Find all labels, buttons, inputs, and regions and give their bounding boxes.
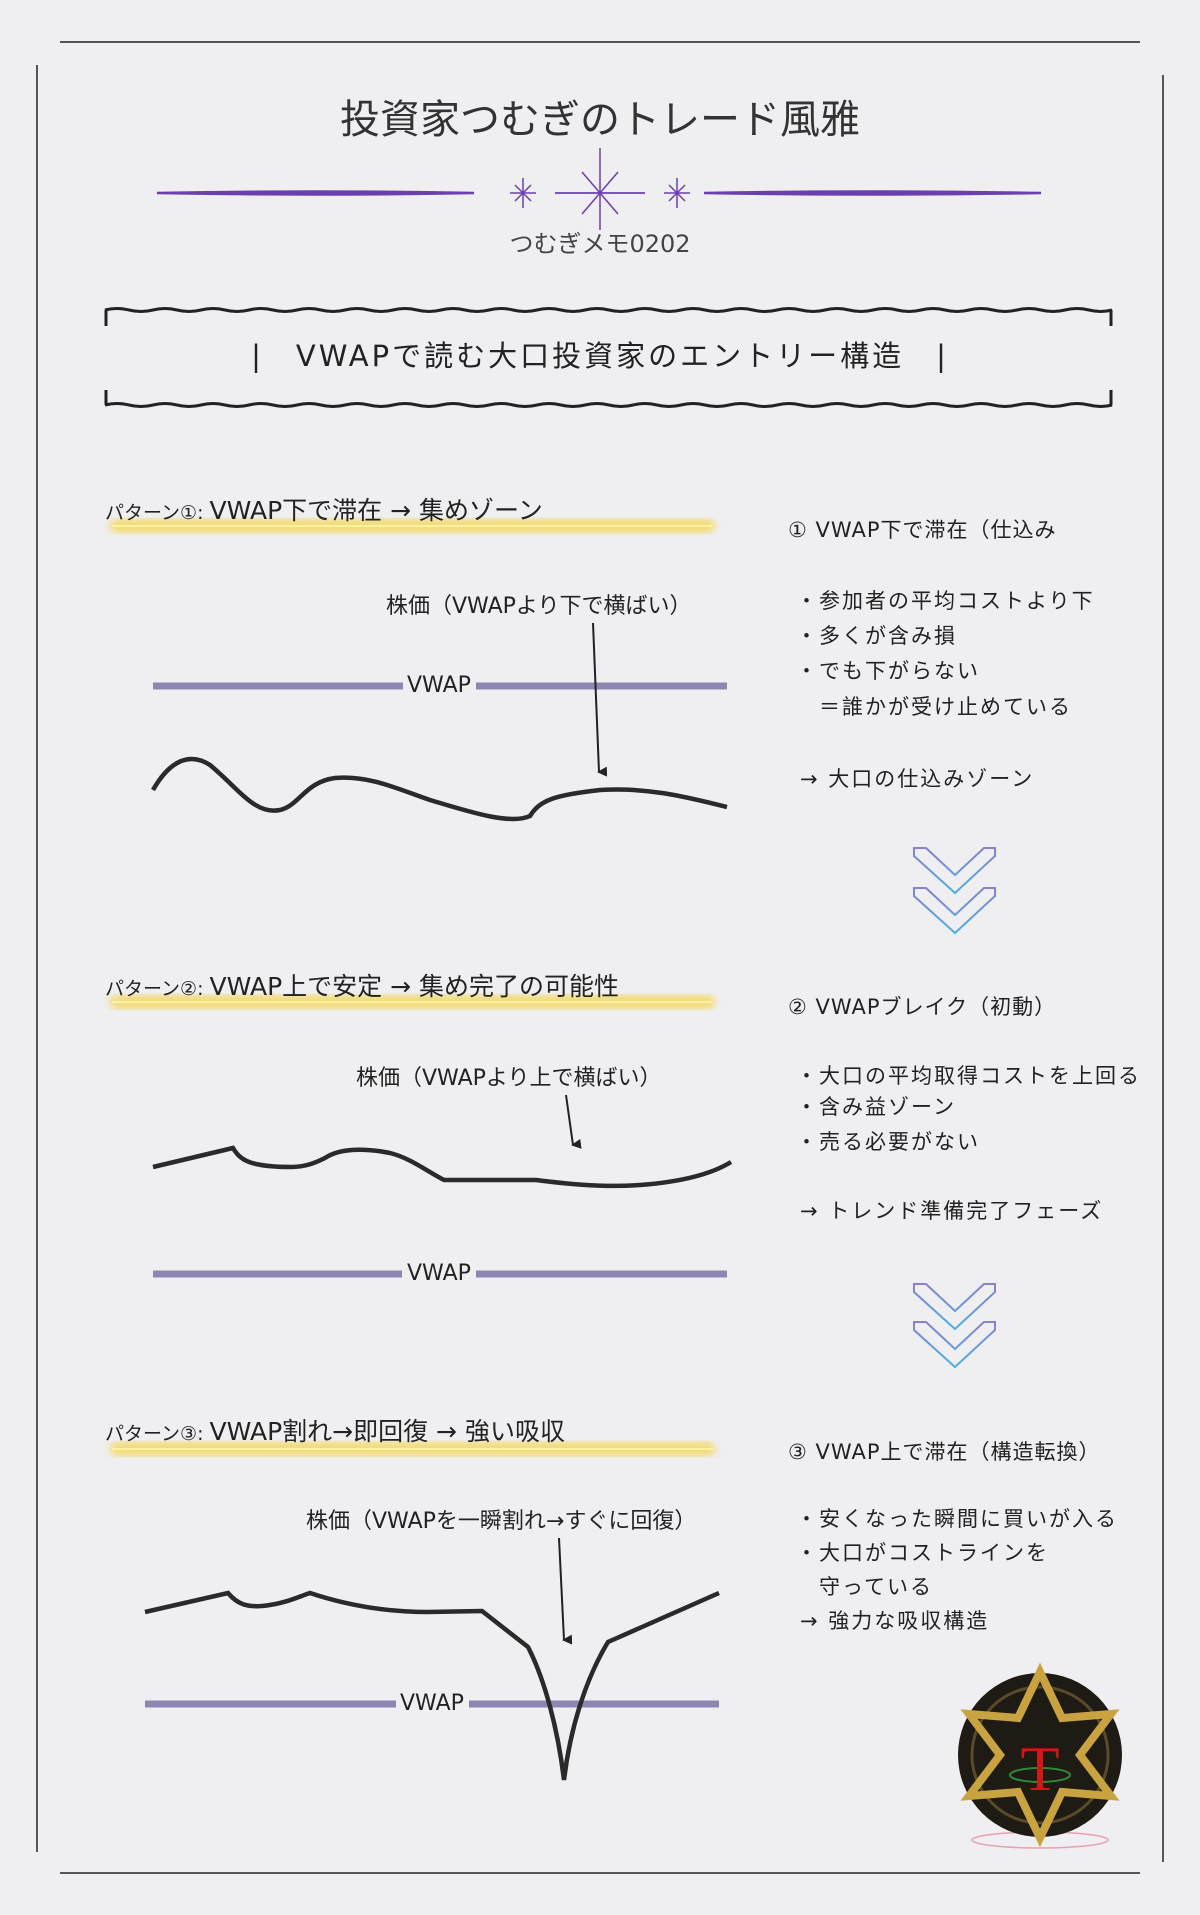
note-conclusion: → トレンド準備完了フェーズ bbox=[800, 1199, 1104, 1223]
title-highlights bbox=[110, 519, 715, 1456]
note-title: ① VWAP下で滞在（仕込み bbox=[788, 518, 1057, 542]
logo-emblem: T bbox=[958, 1662, 1122, 1849]
note-bullet: ・大口の平均取得コストを上回る bbox=[796, 1064, 1141, 1088]
section-heading: | VWAPで読む大口投資家のエントリー構造 | bbox=[251, 339, 949, 373]
note-title: ② VWAPブレイク（初動） bbox=[788, 995, 1057, 1019]
pattern-3-chart bbox=[144, 1537, 720, 1781]
price-label: 株価（VWAPを一瞬割れ→すぐに回復） bbox=[306, 1509, 697, 1534]
note-bullet: ・多くが含み損 bbox=[796, 624, 957, 648]
pattern-3-title: パターン③: VWAP割れ→即回復 → 強い吸収 bbox=[105, 1419, 565, 1444]
price-line bbox=[152, 1145, 733, 1189]
note-bullet: ・安くなった瞬間に買いが入る bbox=[796, 1507, 1118, 1531]
double-chevron-down-icon bbox=[913, 1283, 996, 1369]
page-title: 投資家つむぎのトレード風雅 bbox=[340, 97, 860, 143]
sparkle-divider-icon bbox=[156, 148, 1042, 230]
pattern-2-chart bbox=[152, 1094, 733, 1278]
pattern-prefix: パターン③: bbox=[105, 1423, 210, 1445]
arrow-down-icon bbox=[558, 1537, 573, 1645]
price-line bbox=[151, 756, 728, 822]
note-bullet: ・売る必要がない bbox=[796, 1130, 980, 1154]
pattern-title-text: VWAP下で滞在 → 集めゾーン bbox=[209, 496, 543, 525]
pattern-prefix: パターン①: bbox=[105, 502, 210, 524]
note-title: ③ VWAP上で滞在（構造転換） bbox=[788, 1440, 1101, 1464]
arrow-down-icon bbox=[565, 1094, 582, 1149]
pattern-prefix: パターン②: bbox=[105, 978, 210, 1000]
note-bullet: ＝誰かが受け止めている bbox=[796, 695, 1072, 719]
pattern-2-title: パターン②: VWAP上で安定 → 集め完了の可能性 bbox=[105, 974, 619, 999]
memo-subtitle: つむぎメモ0202 bbox=[509, 230, 691, 258]
heading-box-frame bbox=[104, 307, 1113, 408]
price-line bbox=[144, 1590, 720, 1781]
note-bullet: 守っている bbox=[796, 1575, 933, 1599]
vwap-label: VWAP bbox=[407, 673, 471, 698]
vwap-label: VWAP bbox=[407, 1261, 471, 1286]
pattern-title-text: VWAP割れ→即回復 → 強い吸収 bbox=[209, 1417, 565, 1446]
pattern-title-text: VWAP上で安定 → 集め完了の可能性 bbox=[209, 972, 620, 1001]
note-bullet: ・大口がコストラインを bbox=[796, 1541, 1049, 1565]
price-label: 株価（VWAPより上で横ばい） bbox=[356, 1066, 662, 1091]
pattern-1-chart bbox=[151, 622, 728, 822]
price-label: 株価（VWAPより下で横ばい） bbox=[386, 594, 692, 619]
note-bullet: ・参加者の平均コストより下 bbox=[796, 589, 1095, 613]
note-bullet: ・でも下がらない bbox=[796, 659, 980, 683]
note-bullet: ・含み益ゾーン bbox=[796, 1095, 956, 1119]
note-conclusion: → 大口の仕込みゾーン bbox=[800, 767, 1035, 791]
double-chevron-down-icon bbox=[913, 847, 996, 935]
logo-letter: T bbox=[1020, 1733, 1059, 1804]
page-frame bbox=[36, 41, 1164, 1874]
pattern-1-title: パターン①: VWAP下で滞在 → 集めゾーン bbox=[105, 498, 543, 523]
arrow-down-icon bbox=[592, 622, 608, 777]
note-conclusion: → 強力な吸収構造 bbox=[800, 1609, 990, 1633]
vwap-label: VWAP bbox=[400, 1691, 464, 1716]
